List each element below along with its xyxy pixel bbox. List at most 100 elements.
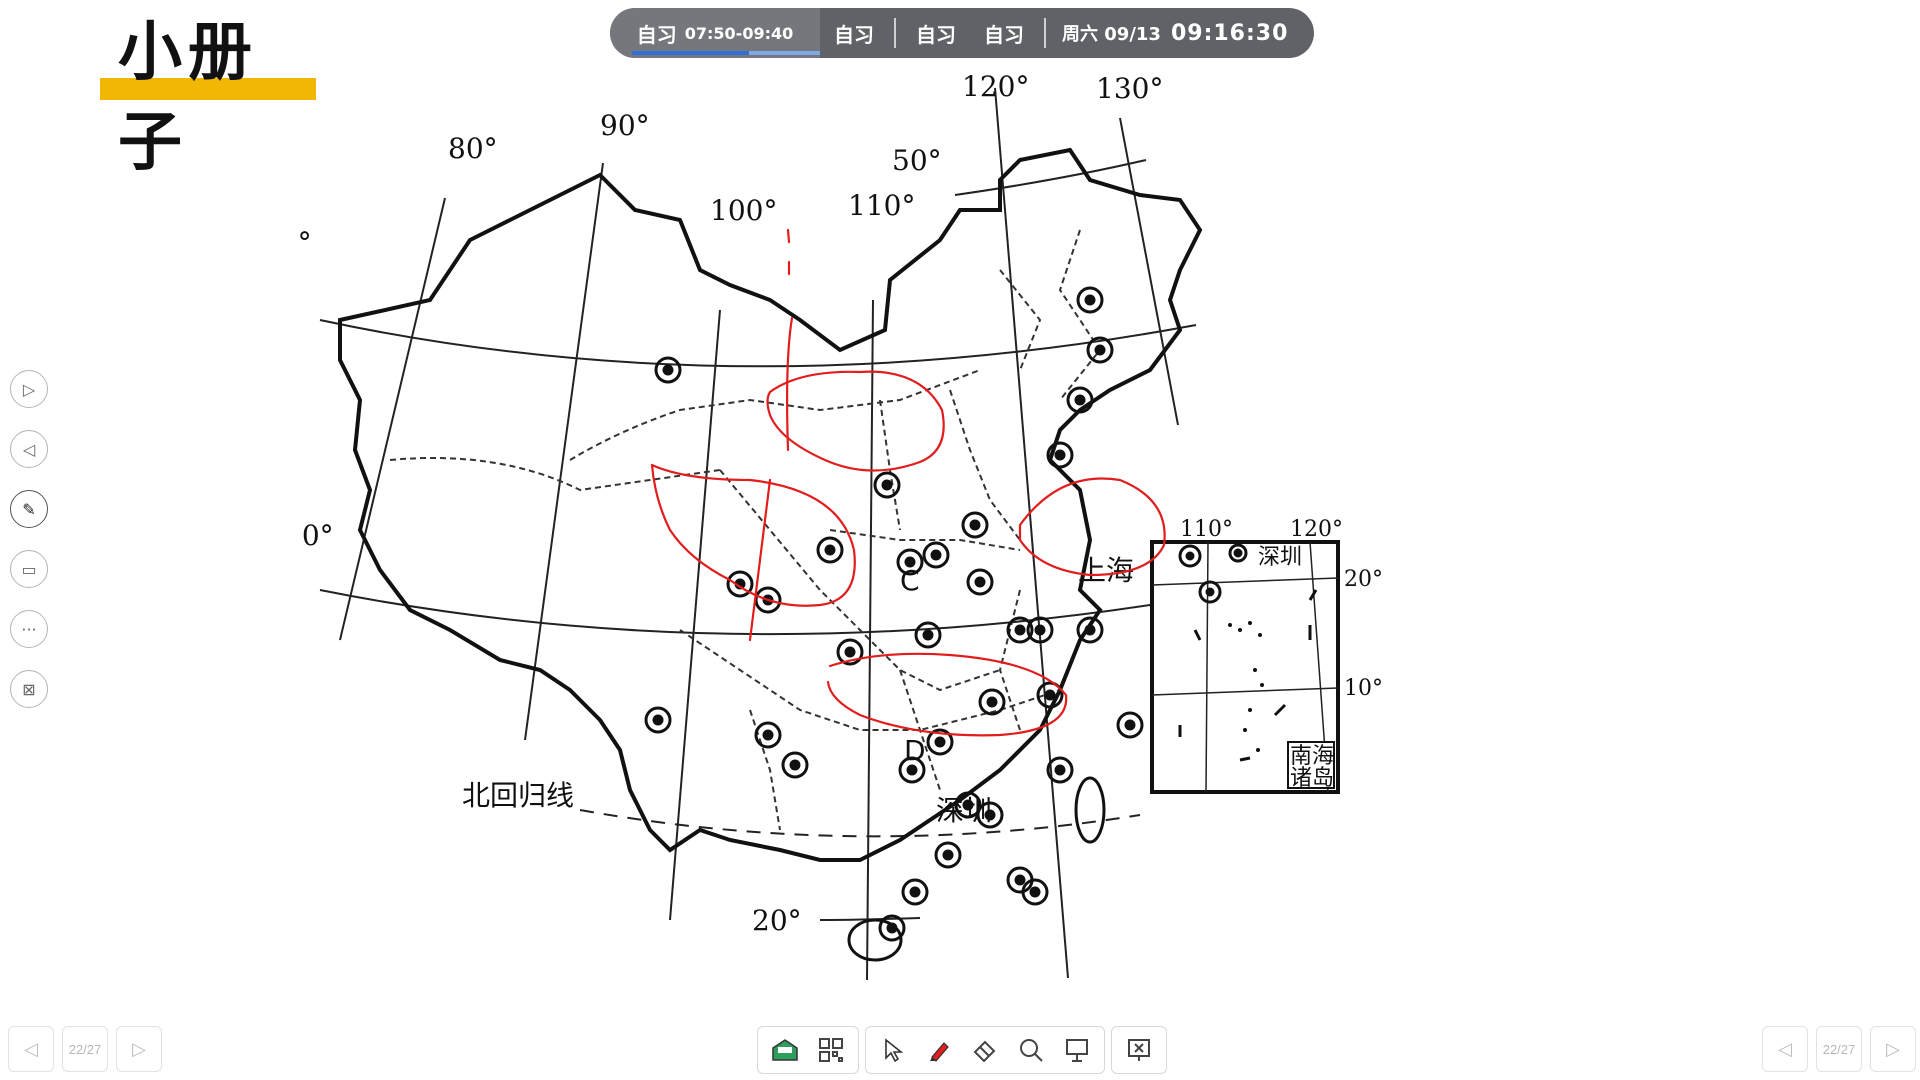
pointer-button[interactable] — [870, 1030, 916, 1070]
page-counter[interactable]: 22/27 — [1816, 1026, 1862, 1072]
prev-page-button[interactable]: ◁ — [8, 1026, 54, 1072]
country-outline — [338, 147, 1203, 862]
meridian-100 — [669, 309, 721, 921]
city-marker — [901, 878, 929, 906]
page-counter[interactable]: 22/27 — [62, 1026, 108, 1072]
annotation-circle — [650, 463, 856, 607]
divider — [894, 18, 896, 48]
inset-lat-label: 20° — [1344, 567, 1383, 592]
schedule-bar: 自习 07:50-09:40 自习 自习 自习 周六 09/13 09:16:3… — [610, 8, 1314, 58]
chevron-left-icon: ◁ — [1778, 1038, 1792, 1060]
annotation-toolbar — [757, 1026, 1167, 1074]
lon-label: 80° — [448, 132, 498, 165]
exit-icon — [1128, 1039, 1150, 1061]
tropic-line — [579, 809, 1141, 838]
province-borders — [389, 229, 1102, 831]
screen-tool-button[interactable]: ▭ — [10, 550, 48, 588]
city-marker — [873, 471, 901, 499]
lat-label: 50° — [892, 144, 942, 177]
page-count-text: 22/27 — [68, 1041, 102, 1057]
meridian-90 — [524, 162, 604, 741]
toolbar-group-exit — [1111, 1026, 1167, 1074]
city-marker — [1021, 878, 1049, 906]
city-marker — [1026, 616, 1054, 644]
label-shanghai: 上海 — [1078, 554, 1134, 587]
city-marker — [896, 548, 924, 576]
zoom-icon — [1020, 1039, 1043, 1062]
current-period[interactable]: 自习 07:50-09:40 — [610, 8, 820, 58]
more-icon: ··· — [21, 619, 37, 639]
qrcode-button[interactable] — [808, 1030, 854, 1070]
annotation-stroke — [786, 316, 794, 452]
pen-tool-button[interactable]: ✎ — [10, 490, 48, 528]
prev-page-button[interactable]: ◁ — [10, 430, 48, 468]
inset-caption-box — [1287, 741, 1335, 789]
pen-button[interactable] — [916, 1030, 962, 1070]
city-marker — [781, 751, 809, 779]
prev-icon: ◁ — [22, 439, 36, 459]
meridian-130 — [1119, 117, 1179, 426]
schedule-item[interactable]: 自习 — [984, 22, 1024, 47]
city-marker — [1046, 441, 1074, 469]
more-button[interactable]: ··· — [10, 610, 48, 648]
hainan-outline — [847, 918, 903, 962]
city-marker — [898, 756, 926, 784]
inset-islands — [1228, 621, 1264, 752]
toolbar-group-board — [757, 1026, 859, 1074]
parallel-50 — [954, 159, 1147, 196]
period-progress-bar — [632, 51, 820, 55]
city-marker — [654, 356, 682, 384]
spotlight-button[interactable] — [1054, 1030, 1100, 1070]
annotation-circle — [766, 370, 945, 472]
pen-icon — [930, 1042, 949, 1062]
city-marker — [1046, 756, 1074, 784]
meridian-110 — [866, 299, 874, 981]
logo-text: 小册子 — [118, 16, 258, 180]
inset-lon-label: 120° — [1290, 517, 1343, 542]
schedule-item[interactable]: 自习 — [834, 22, 874, 47]
current-period-time: 07:50-09:40 — [684, 23, 794, 43]
city-marker — [754, 721, 782, 749]
meridian-80 — [339, 197, 446, 641]
inset-map: 深圳 110° 120° 20° 10° 南海 诸岛 — [1150, 517, 1383, 794]
exit-button[interactable] — [1116, 1030, 1162, 1070]
city-marker — [1086, 336, 1114, 364]
divider — [1044, 18, 1046, 48]
current-period-name: 自习 — [636, 22, 677, 47]
exit-screen-button[interactable]: ⊠ — [10, 670, 48, 708]
city-marker — [1076, 616, 1104, 644]
prev-page-button[interactable]: ◁ — [1762, 1026, 1808, 1072]
schedule-item[interactable]: 自习 — [916, 22, 956, 47]
date-label: 周六 09/13 — [1062, 24, 1161, 45]
inset-lon-label: 110° — [1180, 517, 1233, 542]
city-marker — [644, 706, 672, 734]
toolbar-group-draw — [865, 1026, 1105, 1074]
whiteboard-button[interactable] — [762, 1030, 808, 1070]
city-marker — [976, 801, 1004, 829]
city-marker — [878, 914, 906, 942]
city-marker — [1198, 580, 1222, 604]
spotlight-icon — [1066, 1039, 1088, 1062]
inset-caption: 南海 — [1290, 744, 1334, 769]
chevron-right-icon: ▷ — [1886, 1038, 1900, 1060]
next-page-button[interactable]: ▷ — [1870, 1026, 1916, 1072]
chevron-right-icon: ▷ — [132, 1038, 146, 1060]
inset-marks — [1178, 589, 1318, 762]
screen-icon: ▭ — [21, 559, 37, 579]
city-marker — [961, 511, 989, 539]
lat-label: 40° — [300, 226, 312, 259]
lon-label: 130° — [1096, 72, 1163, 105]
next-page-button[interactable]: ▷ — [10, 370, 48, 408]
clock: 09:16:30 — [1170, 20, 1289, 46]
inset-city-label: 深圳 — [1258, 545, 1302, 570]
eraser-button[interactable] — [962, 1030, 1008, 1070]
city-marker — [816, 536, 844, 564]
pen-icon: ✎ — [22, 499, 36, 519]
zoom-button[interactable] — [1008, 1030, 1054, 1070]
city-marker — [1228, 543, 1248, 563]
lon-label: 90° — [600, 109, 650, 142]
city-marker — [954, 791, 982, 819]
next-icon: ▷ — [22, 379, 36, 399]
next-page-button[interactable]: ▷ — [116, 1026, 162, 1072]
red-annotations — [650, 228, 1166, 737]
